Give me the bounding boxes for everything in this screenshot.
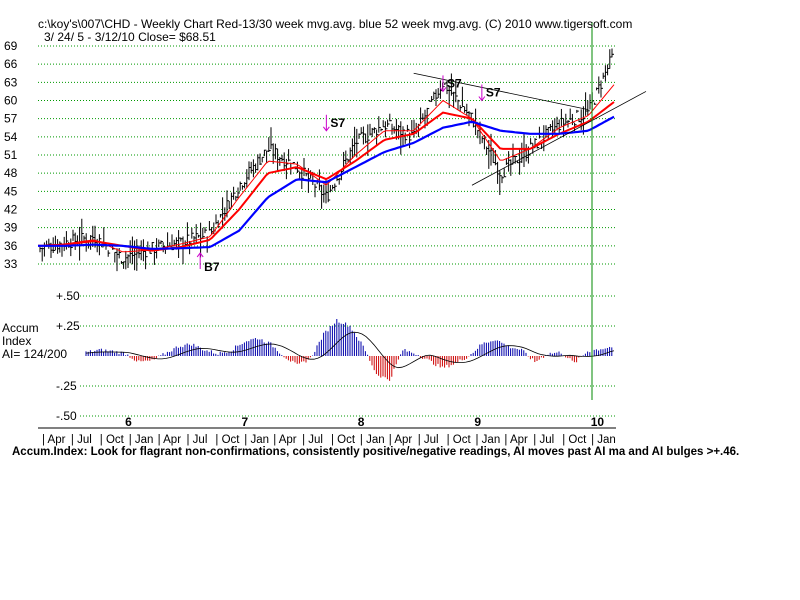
x-month-label: | Jan	[591, 434, 616, 446]
x-month-label: | Oct	[447, 434, 472, 446]
y-tick-label: 36	[4, 239, 18, 253]
footer-note: Accum.Index: Look for flagrant non-confi…	[12, 446, 740, 458]
y-tick-label: 60	[4, 94, 18, 108]
ai-reading: AI= 124/200	[2, 347, 68, 361]
x-year-label: 9	[474, 415, 481, 429]
x-year-label: 8	[358, 415, 365, 429]
lower-trend-line	[471, 91, 647, 186]
x-month-label: | Oct	[100, 434, 125, 446]
y-tick-label: 39	[4, 221, 18, 235]
ma-52-line	[38, 115, 615, 250]
signal-arrow-head	[478, 96, 486, 102]
signal-label: S7	[447, 76, 462, 90]
x-month-label: | Jan	[244, 434, 269, 446]
x-month-label: | Apr	[273, 434, 297, 446]
x-month-label: | Jan	[129, 434, 154, 446]
x-month-label: | Oct	[215, 434, 240, 446]
signal-label: B7	[204, 260, 220, 274]
price-grid	[38, 45, 616, 265]
y-tick-label: 45	[4, 184, 18, 198]
index-label: Index	[2, 334, 32, 348]
x-axis: 6 7 8 9 10| Apr | Jul | Oct | Jan | Apr | Jul | Oc…	[38, 415, 616, 446]
signal-arrow-head	[196, 252, 204, 258]
price-y-axis: 69 66 63 60 57 54 51 48 45 42 39 36 33	[4, 39, 18, 271]
x-year-label: 10	[591, 415, 605, 429]
y-tick-label: 48	[4, 166, 18, 180]
signal-arrow-head	[439, 87, 447, 93]
y-tick-label: 63	[4, 75, 18, 89]
signal-arrows: B7 S7 S7 S7	[196, 75, 501, 274]
accum-label: Accum	[2, 321, 39, 335]
accum-tick-label: -.25	[56, 379, 77, 393]
ma-13-line	[37, 84, 615, 253]
x-month-label: | Jan	[476, 434, 501, 446]
accum-tick-label: -.50	[56, 409, 77, 423]
accum-grid	[80, 295, 616, 417]
x-year-label: 7	[241, 415, 248, 429]
x-month-label: | Jan	[360, 434, 385, 446]
y-tick-label: 42	[4, 203, 18, 217]
accum-tick-label: +.25	[56, 319, 80, 333]
x-month-label: | Oct	[331, 434, 356, 446]
accum-ma-line	[85, 331, 615, 369]
x-month-label: | Jul	[187, 434, 208, 446]
signal-label: S7	[330, 116, 345, 130]
x-month-label: | Jul	[302, 434, 323, 446]
x-month-label: | Oct	[562, 434, 587, 446]
x-month-label: | Jul	[533, 434, 554, 446]
x-month-label: | Apr	[504, 434, 528, 446]
y-tick-label: 69	[4, 39, 18, 53]
moving-averages	[37, 84, 615, 253]
x-month-label: | Jul	[418, 434, 439, 446]
x-month-label: | Apr	[389, 434, 413, 446]
x-month-label: | Apr	[158, 434, 182, 446]
y-tick-label: 66	[4, 57, 18, 71]
y-tick-label: 51	[4, 148, 18, 162]
signal-arrow-head	[322, 126, 330, 132]
y-tick-label: 33	[4, 257, 18, 271]
signal-label: S7	[486, 86, 501, 100]
chart-title: c:\koy's\007\CHD - Weekly Chart Red-13/3…	[38, 17, 633, 31]
x-month-label: | Apr	[42, 434, 66, 446]
date-range: 3/ 24/ 5 - 3/12/10 Close= $68.51	[44, 30, 216, 44]
y-tick-label: 57	[4, 112, 18, 126]
accum-y-axis: +.50 +.25 -.25 -.50	[56, 289, 80, 423]
accum-tick-label: +.50	[56, 289, 80, 303]
accum-index-bars	[85, 318, 615, 381]
y-tick-label: 54	[4, 130, 18, 144]
x-year-label: 6	[125, 415, 132, 429]
x-month-label: | Jul	[71, 434, 92, 446]
